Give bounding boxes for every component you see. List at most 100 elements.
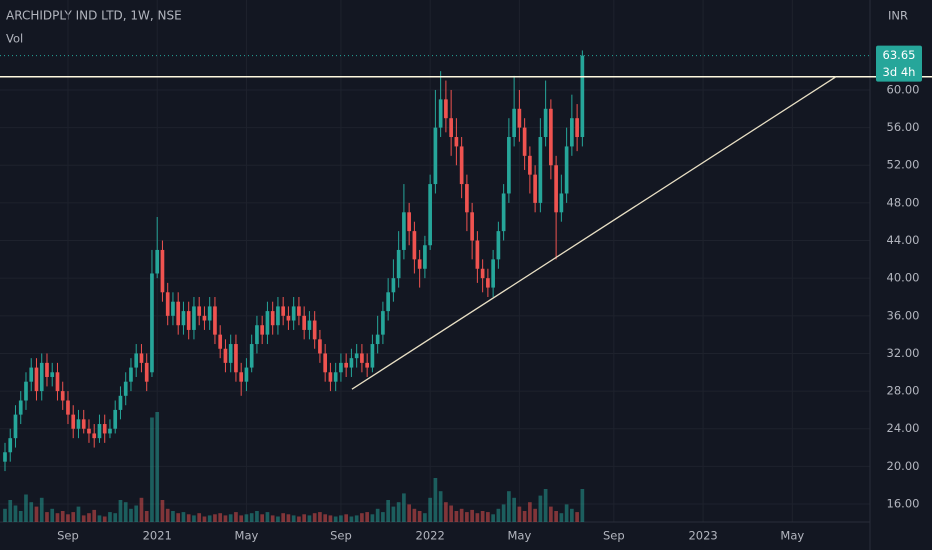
x-tick-label: May [235, 529, 259, 543]
volume-bar [239, 515, 244, 522]
candle-body [171, 301, 175, 316]
volume-bar [87, 513, 91, 522]
candle-body [365, 362, 369, 368]
volume-bar [480, 511, 485, 522]
candle-body [197, 306, 202, 316]
volume-bar [102, 516, 107, 522]
volume-bar [155, 412, 160, 522]
y-tick-label: 24.00 [887, 421, 920, 435]
volume-bar [444, 502, 448, 522]
candle-body [438, 99, 443, 128]
candle-body [181, 311, 186, 326]
volume-bar [113, 513, 118, 522]
volume-bar [249, 513, 254, 522]
candle-body [507, 137, 511, 194]
candle-body [444, 99, 448, 119]
volume-bar [402, 493, 406, 522]
candle-body [328, 372, 333, 382]
volume-bar [412, 508, 417, 522]
candle-body [186, 311, 191, 330]
x-tick-label: 2022 [416, 529, 445, 543]
candle-body [323, 353, 328, 373]
candle-body [249, 344, 254, 368]
candle-body [60, 391, 65, 401]
candle-body [570, 118, 574, 147]
candle-body [417, 259, 422, 269]
candle-body [480, 268, 485, 279]
candle-body [234, 344, 238, 373]
candle-body [491, 259, 495, 288]
volume-bar [291, 515, 296, 522]
volume-bar [171, 511, 175, 522]
candle-body [71, 414, 76, 429]
volume-bar [39, 497, 44, 522]
candle-body [297, 306, 301, 316]
volume-bar [234, 512, 238, 522]
volume-bar [8, 500, 13, 522]
candle-body [239, 372, 244, 382]
candle-body [13, 414, 18, 439]
candle-body [97, 424, 102, 439]
y-tick-label: 32.00 [887, 346, 920, 360]
candle-body [423, 245, 427, 269]
candle-body [39, 362, 44, 392]
volume-bar [71, 512, 76, 522]
volume-bar [370, 514, 375, 522]
y-tick-label: 48.00 [887, 195, 920, 209]
candle-body [265, 311, 270, 335]
candle-body [291, 306, 296, 321]
currency-label: INR [888, 9, 908, 23]
candle-body [412, 231, 417, 260]
volume-bar [60, 511, 65, 522]
volume-bar [45, 512, 49, 522]
volume-bar [360, 513, 364, 522]
volume-bar [496, 508, 501, 522]
volume-bar [55, 513, 60, 522]
candle-body [459, 146, 464, 185]
candle-body [517, 108, 522, 128]
y-tick-label: 36.00 [887, 308, 920, 322]
volume-bar [286, 514, 291, 522]
volume-bar [354, 515, 359, 522]
volume-bar [197, 513, 202, 522]
candle-body [92, 433, 97, 439]
volume-bar [323, 514, 328, 522]
candle-body [45, 362, 49, 377]
candle-body [564, 146, 569, 194]
volume-bar [176, 513, 181, 522]
volume-bar [29, 502, 34, 522]
volume-bar [491, 514, 495, 522]
countdown-label: 3d 4h [883, 65, 916, 79]
candle-body [260, 325, 265, 335]
candle-body [528, 155, 532, 175]
candle-body [386, 292, 390, 312]
candle-body [407, 212, 411, 232]
volume-bar [465, 512, 469, 522]
candle-body [575, 118, 579, 138]
volume-bar [365, 512, 369, 522]
volume-bar [123, 502, 128, 522]
volume-bar [433, 478, 438, 522]
volume-bar [160, 500, 165, 522]
volume-bar [423, 513, 427, 522]
candle-body [433, 127, 438, 185]
volume-bar [386, 500, 390, 522]
volume-bar [349, 516, 354, 522]
last-price-label: 63.65 [883, 48, 916, 62]
volume-bar [549, 506, 553, 522]
candle-body [349, 358, 354, 368]
y-tick-label: 52.00 [887, 158, 920, 172]
x-tick-label: Sep [330, 529, 352, 543]
candle-body [344, 362, 348, 368]
candle-body [66, 400, 70, 415]
candle-body [486, 278, 490, 288]
volume-bar [165, 508, 170, 522]
volume-bar [213, 514, 217, 522]
x-tick-label: 2023 [688, 529, 717, 543]
volume-bar [24, 494, 28, 522]
candle-body [333, 372, 338, 382]
candle-body [318, 339, 322, 354]
candle-body [218, 334, 223, 349]
